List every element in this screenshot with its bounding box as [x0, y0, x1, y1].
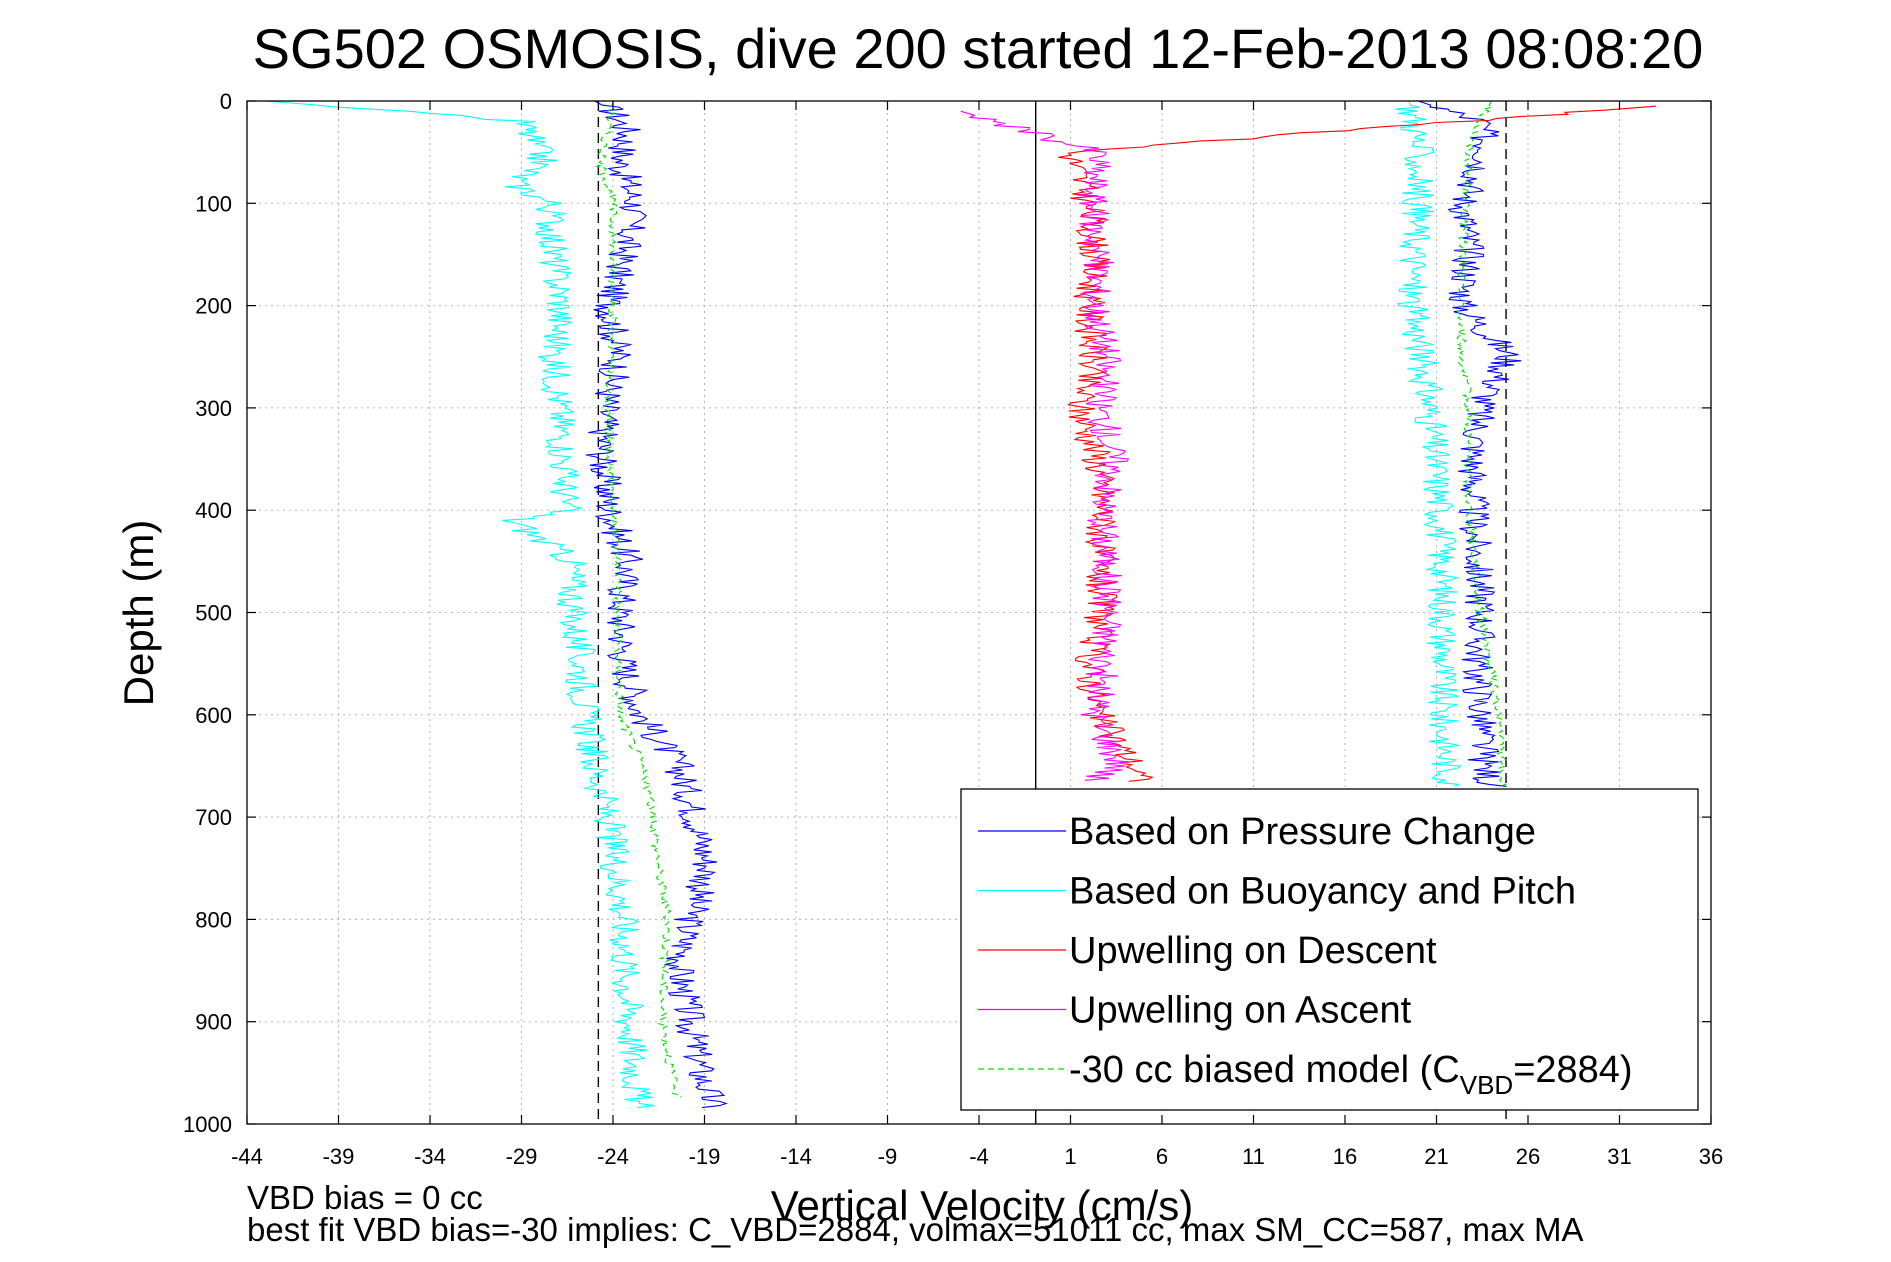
x-tick-label: -9 — [878, 1144, 898, 1169]
tick-marks — [246, 100, 1712, 1125]
series-line — [1454, 100, 1508, 787]
legend-label: Upwelling on Descent — [1069, 930, 1437, 972]
series-line — [585, 100, 728, 1109]
x-tick-label: -4 — [969, 1144, 989, 1169]
y-tick-label: 800 — [195, 907, 232, 932]
series-1 — [585, 100, 1522, 1109]
legend-label: Based on Pressure Change — [1069, 811, 1536, 853]
y-tick-labels: 0 100 200 300 400 500 600 700 800 900 1000 — [183, 89, 232, 1137]
x-tick-label: 6 — [1156, 1144, 1168, 1169]
x-tick-label: -39 — [323, 1144, 355, 1169]
x-tick-label: 1 — [1064, 1144, 1076, 1169]
x-tick-labels: -44 -39 -34 -29 -24 -19 -14 -9 -4 1 6 11 16 21 26 31 36 — [231, 1144, 1723, 1169]
y-tick-label: 200 — [195, 294, 232, 319]
x-tick-label: 26 — [1516, 1144, 1540, 1169]
y-axis-label: Depth (m) — [115, 520, 162, 707]
x-tick-label: -19 — [689, 1144, 721, 1169]
legend-label: -30 cc biased model (CVBD=2884) — [1069, 1049, 1633, 1100]
footer-line-1: VBD bias = 0 cc — [247, 1179, 483, 1216]
legend-box — [960, 788, 1699, 1111]
series-line — [265, 100, 655, 1109]
legend: Based on Pressure Change Based on Buoyanc… — [960, 788, 1699, 1111]
y-tick-label: 1000 — [183, 1112, 232, 1137]
y-tick-label: 400 — [195, 498, 232, 523]
chart-title: SG502 OSMOSIS, dive 200 started 12-Feb-2… — [253, 17, 1704, 80]
x-tick-label: 16 — [1333, 1144, 1357, 1169]
y-tick-label: 300 — [195, 396, 232, 421]
x-tick-label: 31 — [1607, 1144, 1631, 1169]
series-5 — [594, 100, 1508, 1098]
series-lines — [265, 100, 1657, 1109]
series-line — [1394, 100, 1463, 787]
legend-label: Upwelling on Ascent — [1069, 990, 1412, 1032]
series-4 — [960, 110, 1130, 781]
y-tick-label: 600 — [195, 703, 232, 728]
x-tick-label: -14 — [780, 1144, 812, 1169]
series-line — [960, 110, 1130, 781]
x-tick-label: 21 — [1424, 1144, 1448, 1169]
y-tick-label: 900 — [195, 1010, 232, 1035]
x-tick-label: -34 — [414, 1144, 446, 1169]
x-axis-label: Vertical Velocity (cm/s) — [771, 1182, 1193, 1229]
y-tick-label: 0 — [220, 89, 232, 114]
footer-line-2: best fit VBD bias=-30 implies: C_VBD=288… — [247, 1211, 1584, 1248]
x-tick-label: -29 — [506, 1144, 538, 1169]
series-line — [594, 100, 682, 1098]
legend-label: Based on Buoyancy and Pitch — [1069, 871, 1576, 913]
series-line — [1058, 105, 1657, 782]
x-tick-label: -24 — [597, 1144, 629, 1169]
y-tick-label: 100 — [195, 191, 232, 216]
y-tick-label: 700 — [195, 805, 232, 830]
series-2 — [265, 100, 1463, 1109]
series-3 — [1058, 105, 1657, 782]
series-line — [1418, 100, 1522, 787]
x-tick-label: 11 — [1242, 1144, 1265, 1169]
x-tick-label: -44 — [231, 1144, 263, 1169]
y-tick-label: 500 — [195, 601, 232, 626]
x-tick-label: 36 — [1699, 1144, 1723, 1169]
